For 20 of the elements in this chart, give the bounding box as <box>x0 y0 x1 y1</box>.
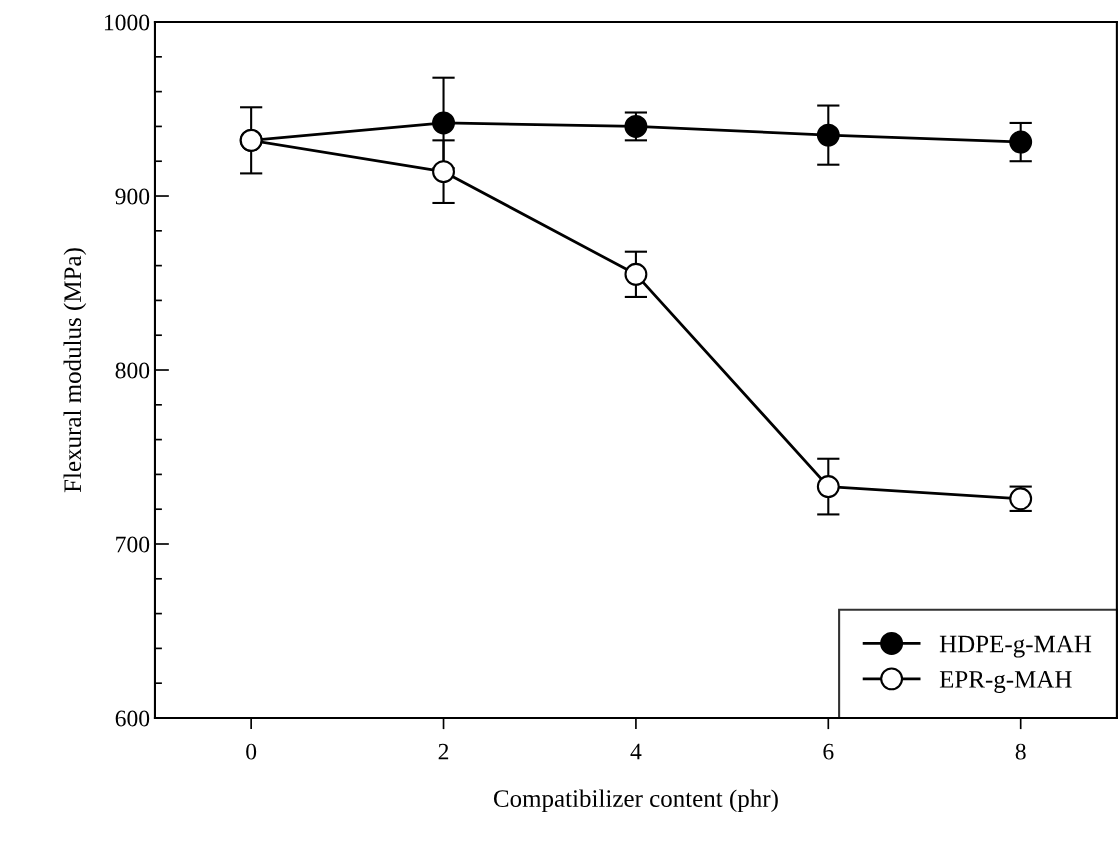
y-tick-label: 800 <box>115 362 150 379</box>
x-tick-label: 6 <box>823 743 834 760</box>
x-axis-title: Compatibilizer content (phr) <box>493 789 778 813</box>
y-tick-label: 700 <box>116 536 150 553</box>
point <box>816 475 840 499</box>
y-tick-label: 600 <box>115 710 150 727</box>
point <box>816 123 840 147</box>
point <box>624 262 648 286</box>
legend-label: EPR-g-MAH <box>939 671 1072 693</box>
y-axis-title: Flexural modulus (MPa) <box>63 248 87 493</box>
x-tick-label: 4 <box>630 743 642 760</box>
x-tick-label: 2 <box>438 743 449 760</box>
point <box>432 160 455 184</box>
y-tick-label: 900 <box>115 188 150 205</box>
point <box>432 111 455 135</box>
x-tick-label: 0 <box>246 743 257 760</box>
y-tick-label: 1000 <box>104 14 150 31</box>
x-tick-label: 8 <box>1015 743 1026 760</box>
point <box>1009 130 1033 154</box>
legend-label: HDPE-g-MAH <box>939 635 1092 658</box>
